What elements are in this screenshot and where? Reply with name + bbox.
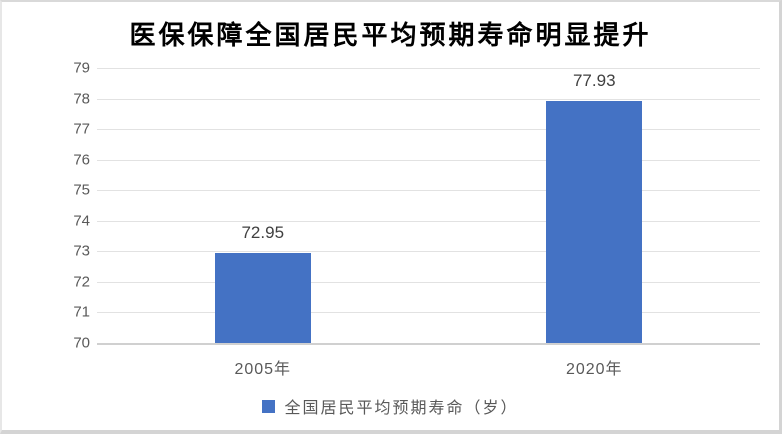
grid-line	[97, 281, 760, 283]
legend: 全国居民平均预期寿命（岁）	[2, 394, 779, 418]
y-axis-tick-label: 74	[73, 212, 90, 230]
y-axis-tick-label: 75	[73, 181, 90, 199]
y-axis-tick-label: 73	[73, 242, 90, 260]
y-axis-tick-label: 79	[73, 59, 90, 77]
y-axis-tick-label: 71	[73, 303, 90, 321]
legend-marker-icon	[262, 399, 276, 413]
y-axis-tick-label: 70	[73, 334, 90, 352]
bar-2020年	[546, 101, 643, 343]
bar-2005年	[214, 253, 311, 343]
data-label: 77.93	[572, 71, 616, 90]
grid-line	[97, 190, 760, 192]
y-axis-tick-label: 76	[73, 151, 90, 169]
grid-line	[97, 129, 760, 131]
grid-line	[97, 220, 760, 222]
data-label: 72.95	[241, 223, 285, 242]
grid-line	[97, 251, 760, 253]
x-axis-category-label: 2005年	[234, 361, 292, 378]
y-axis-tick-label: 72	[73, 273, 90, 291]
grid-line	[97, 159, 760, 161]
x-axis-category-label: 2020年	[565, 361, 623, 378]
y-axis-tick-label: 78	[73, 90, 90, 108]
grid-line	[97, 98, 760, 100]
grid-line	[97, 68, 760, 69]
legend-label: 全国居民平均预期寿命（岁）	[284, 400, 519, 417]
y-axis-tick-label: 77	[73, 120, 90, 138]
chart-title: 医保保障全国居民平均预期寿命明显提升	[129, 20, 652, 50]
plot-area: 72.95 77.93	[97, 68, 760, 345]
grid-line	[97, 312, 760, 314]
